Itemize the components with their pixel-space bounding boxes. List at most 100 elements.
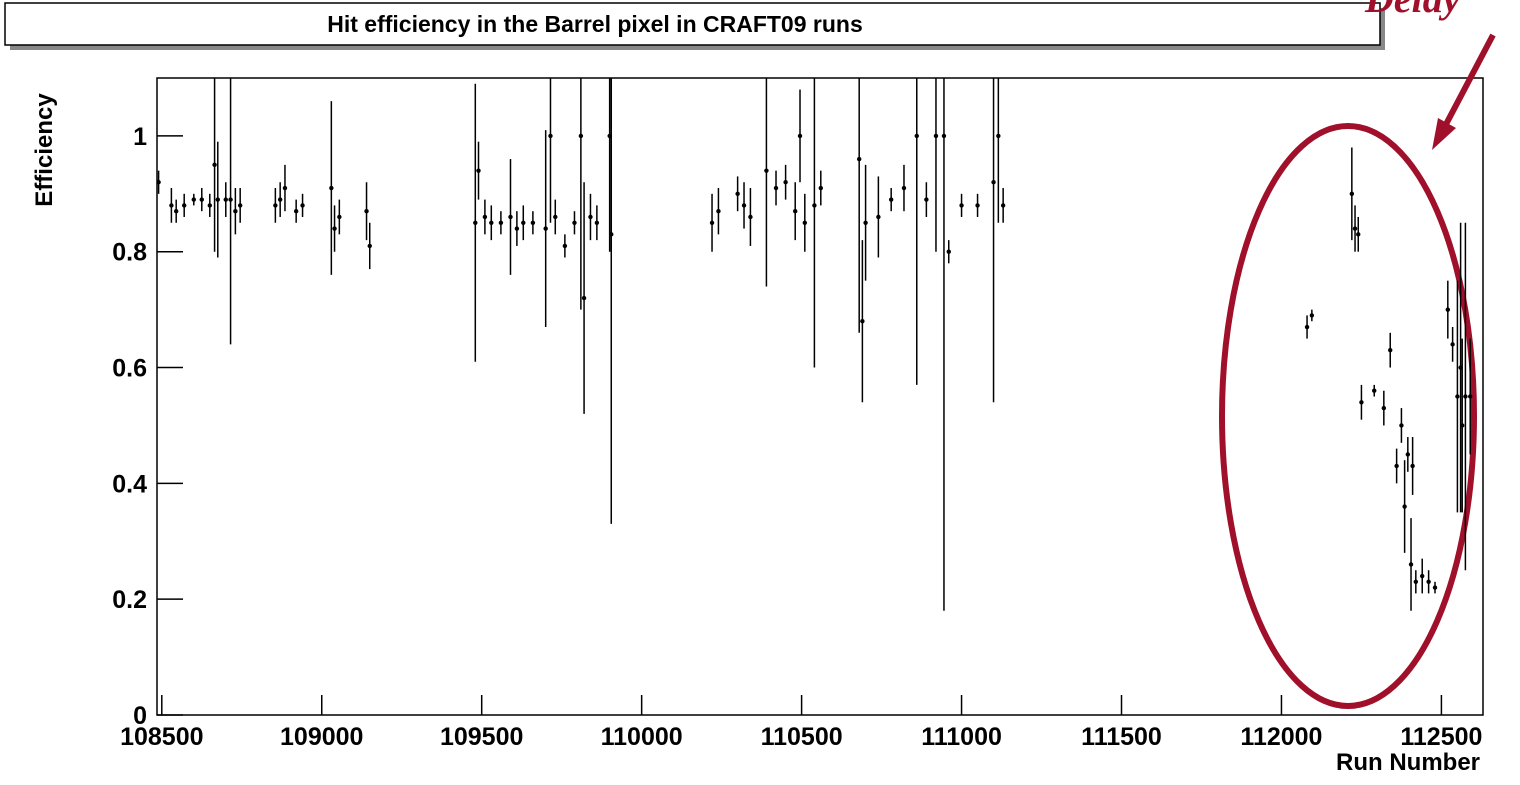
- data-point: [1410, 463, 1415, 469]
- data-point: [273, 203, 278, 208]
- data-point: [548, 133, 553, 139]
- data-point: [1381, 405, 1387, 411]
- data-point: [1349, 191, 1355, 197]
- arrow-shaft: [1440, 33, 1496, 132]
- highlight-ellipse: [1219, 123, 1477, 709]
- data-point: [812, 203, 817, 208]
- data-point: [783, 180, 788, 185]
- data-point: [329, 185, 334, 191]
- data-point: [1445, 307, 1451, 312]
- data-point: [1304, 324, 1310, 330]
- data-point: [223, 197, 228, 202]
- data-point: [1359, 400, 1364, 405]
- data-point: [1450, 342, 1455, 347]
- data-point: [489, 220, 494, 225]
- data-point: [514, 226, 520, 231]
- data-point: [191, 197, 196, 202]
- data-point: [482, 214, 488, 220]
- data-point: [876, 214, 881, 220]
- y-tick-label: 0.4: [112, 470, 147, 498]
- x-axis-label: Run Number: [1336, 749, 1480, 776]
- data-point: [508, 214, 513, 220]
- x-tick-label: 111000: [921, 723, 1002, 751]
- data-point: [941, 133, 947, 139]
- data-point: [860, 319, 865, 324]
- data-point: [1356, 232, 1361, 237]
- data-point: [975, 203, 980, 208]
- data-point: [521, 220, 526, 225]
- data-point: [367, 243, 372, 249]
- data-point: [1394, 463, 1399, 469]
- y-axis-label: Efficiency: [31, 93, 58, 207]
- data-point: [1388, 347, 1393, 353]
- data-point: [716, 208, 721, 214]
- data-point: [818, 185, 823, 191]
- data-point: [332, 226, 337, 231]
- data-point: [802, 220, 808, 225]
- data-point: [588, 214, 593, 220]
- data-point: [735, 191, 740, 197]
- data-point: [1309, 313, 1315, 318]
- data-point: [1455, 394, 1460, 399]
- data-point: [1352, 226, 1358, 231]
- x-tick-label: 108500: [120, 723, 203, 751]
- data-point: [300, 203, 305, 208]
- data-point: [498, 220, 504, 225]
- data-point: [773, 185, 779, 191]
- data-point: [856, 156, 862, 162]
- data-layer: [157, 78, 1473, 611]
- data-point: [293, 208, 299, 214]
- x-tick-label: 110500: [761, 723, 843, 751]
- data-point: [1399, 423, 1404, 428]
- data-point: [1468, 394, 1473, 399]
- data-point: [1408, 562, 1414, 567]
- data-point: [959, 203, 964, 208]
- data-point: [562, 243, 568, 249]
- y-tick-label: 0.6: [112, 355, 147, 383]
- data-point: [169, 203, 174, 208]
- data-point: [157, 180, 161, 185]
- data-point: [741, 203, 747, 208]
- data-point: [901, 185, 907, 191]
- data-point: [709, 220, 715, 225]
- data-point: [337, 214, 342, 220]
- data-point: [924, 197, 929, 202]
- data-point: [199, 197, 204, 202]
- data-point: [473, 220, 478, 225]
- arrow-head: [1432, 118, 1456, 150]
- data-point: [888, 197, 894, 202]
- data-point: [282, 185, 288, 191]
- data-point: [553, 214, 558, 220]
- data-point: [863, 220, 868, 225]
- data-point: [1460, 423, 1465, 428]
- x-tick-label: 109000: [280, 723, 363, 751]
- x-tick-label: 111500: [1081, 723, 1162, 751]
- data-point: [1463, 394, 1468, 399]
- data-point: [991, 180, 996, 185]
- data-point: [793, 208, 798, 214]
- data-point: [181, 203, 187, 208]
- data-point: [748, 214, 753, 220]
- data-point: [581, 295, 587, 301]
- data-point: [996, 133, 1001, 139]
- data-point: [609, 232, 614, 237]
- data-point: [914, 133, 919, 139]
- data-point: [173, 208, 179, 214]
- data-point: [1372, 388, 1377, 393]
- data-point: [212, 162, 217, 168]
- data-point: [1402, 504, 1407, 509]
- data-point: [233, 208, 238, 214]
- data-point: [933, 133, 939, 139]
- x-tick-label: 110000: [601, 723, 683, 751]
- data-point: [237, 203, 243, 208]
- data-point: [1426, 579, 1431, 585]
- data-point: [228, 197, 233, 202]
- y-tick-label: 0.2: [112, 586, 147, 614]
- y-tick-label: 1: [133, 123, 147, 151]
- data-point: [797, 133, 803, 139]
- data-point: [1432, 585, 1438, 590]
- data-point: [1000, 203, 1006, 208]
- y-tick-label: 0.8: [112, 239, 147, 267]
- x-tick-label: 109500: [440, 723, 523, 751]
